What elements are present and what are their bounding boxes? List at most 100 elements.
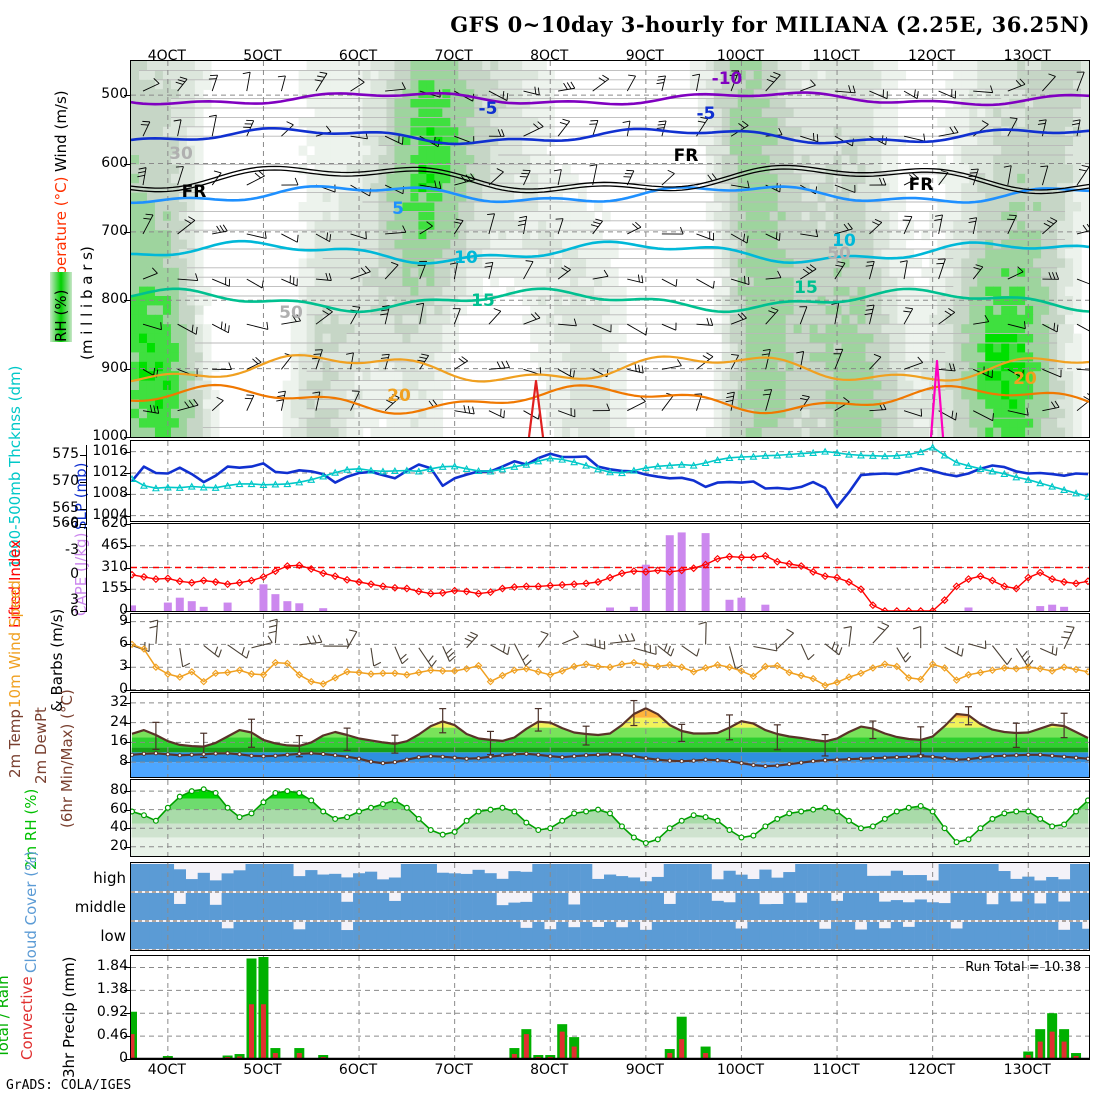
thickness-tick-570: 570 [52, 473, 79, 489]
temp-tick-8: 8 [119, 753, 128, 769]
upper-air-panel: -10 -5 -5 5 10 10 15 15 20 20 FR FR FR 50 50 30 [130, 60, 1090, 438]
tick-mark [124, 967, 130, 968]
contour-label: 5 [392, 199, 404, 219]
contour-label: 15 [794, 278, 818, 298]
tick-mark [124, 810, 130, 811]
slp-tick-1008: 1008 [92, 485, 128, 501]
precip-tick-0: 0 [119, 1050, 128, 1066]
tick-mark [124, 1013, 130, 1014]
tick-mark [124, 1059, 130, 1060]
precip-total-axis-label: Total / Rain [0, 975, 12, 1058]
contour-label: -5 [479, 99, 498, 119]
cloud-row-high: high [93, 869, 126, 887]
temp-tick-16: 16 [110, 733, 128, 749]
contour-label: FR [909, 175, 934, 195]
pressure-tick-500: 500 [101, 86, 128, 102]
tick-mark [124, 762, 130, 763]
pressure-tick-700: 700 [101, 223, 128, 239]
cloud-row-low: low [100, 927, 126, 945]
cloud-cover-panel [130, 862, 1090, 951]
tick-mark [124, 742, 130, 743]
pressure-tick-1000: 1000 [92, 428, 128, 444]
contour-label: 20 [1013, 369, 1037, 389]
pressure-tick-900: 900 [101, 360, 128, 376]
lifted-index-tick--6: -6 [65, 516, 79, 532]
wind-tick-3: 3 [119, 658, 128, 674]
tick-mark [124, 589, 130, 590]
date-tick-6oct: 6OCT [338, 1062, 378, 1078]
tick-mark [80, 527, 87, 528]
lifted-index-cape-panel [130, 523, 1090, 612]
date-tick-4oct: 4OCT [147, 1062, 186, 1078]
cape-tick-310: 310 [101, 559, 128, 575]
cape-tick-0: 0 [119, 602, 128, 618]
tick-mark [124, 452, 130, 453]
tick-mark [124, 828, 130, 829]
temp-tick-24: 24 [110, 714, 128, 730]
tick-mark [80, 455, 86, 456]
tick-mark [124, 611, 130, 612]
tick-mark [124, 667, 130, 668]
contour-label: -5 [697, 104, 716, 124]
slp-thickness-panel [130, 440, 1090, 522]
date-tick-12oct: 12OCT [908, 1062, 956, 1078]
date-tick-8oct: 8OCT [530, 1062, 569, 1078]
contour-label: 50 [827, 244, 851, 264]
contour-label: 15 [471, 291, 495, 311]
precip-tick-0.92: 0.92 [96, 1004, 128, 1020]
upper-air-y-axis-label: (m i l l i b a r s) [78, 246, 96, 360]
tick-mark [80, 524, 86, 525]
wind10m-panel [130, 613, 1090, 691]
thickness-tick-575: 575 [52, 446, 79, 462]
contour-label: 30 [169, 144, 193, 164]
tick-mark [124, 703, 130, 704]
precip-convective-axis-label: Convective [18, 976, 36, 1060]
contour-label: 20 [387, 386, 411, 406]
wind-tick-9: 9 [119, 613, 128, 629]
footer-credit: GrADS: COLA/IGES [6, 1078, 132, 1093]
tick-mark [124, 990, 130, 991]
temp2m-axis-label: 2m Temp [6, 709, 24, 778]
contour-label: -10 [712, 69, 743, 89]
precip-panel: Run Total = 10.38 [130, 955, 1090, 1060]
tick-mark [124, 723, 130, 724]
contour-label: FR [674, 146, 699, 166]
tick-mark [124, 847, 130, 848]
rh-tick-40: 40 [110, 819, 128, 835]
pressure-tick-800: 800 [101, 291, 128, 307]
tick-mark [124, 369, 130, 370]
cape-tick-155: 155 [101, 580, 128, 596]
tick-mark [124, 1036, 130, 1037]
contour-label: 50 [279, 303, 303, 323]
tick-mark [80, 482, 86, 483]
tick-mark [124, 300, 130, 301]
tick-mark [124, 622, 130, 623]
contour-label: 10 [832, 231, 856, 251]
tick-mark [124, 516, 130, 517]
lifted-index-tick-3: 3 [70, 592, 79, 608]
slp-tick-1016: 1016 [92, 443, 128, 459]
lifted-index-axis-spine [86, 527, 87, 611]
date-tick-10oct: 10OCT [716, 1062, 765, 1078]
lifted-index-tick-0: 0 [70, 566, 79, 582]
tick-mark [124, 524, 130, 525]
thickness-axis-spine [86, 445, 87, 525]
precip-tick-0.46: 0.46 [96, 1027, 128, 1043]
slp-tick-1012: 1012 [92, 464, 128, 480]
page-title: GFS 0~10day 3-hourly for MILIANA (2.25E,… [450, 12, 1090, 37]
cloud-row-middle: middle [74, 898, 126, 916]
date-tick-11oct: 11OCT [812, 1062, 860, 1078]
contour-label: FR [182, 182, 207, 202]
run-total-label: Run Total = 10.38 [965, 960, 1081, 975]
contour-label: 10 [454, 248, 478, 268]
tick-mark [124, 437, 130, 438]
thickness-tick-560: 560 [52, 515, 79, 531]
date-tick-13oct: 13OCT [1003, 1062, 1051, 1078]
date-tick-5oct: 5OCT [243, 1062, 282, 1078]
tick-mark [124, 494, 130, 495]
rh-tick-80: 80 [110, 782, 128, 798]
tick-mark [124, 568, 130, 569]
tick-mark [124, 546, 130, 547]
precip-3hr-axis-label: 3hr Precip (mm) [60, 956, 78, 1078]
pressure-tick-600: 600 [101, 155, 128, 171]
